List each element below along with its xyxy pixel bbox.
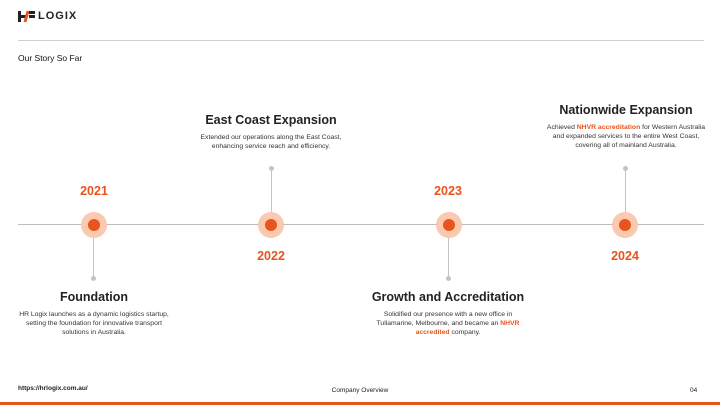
timeline-line — [18, 224, 704, 225]
timeline-stem-end-2023 — [446, 276, 451, 281]
timeline-node-2023 — [436, 212, 462, 238]
timeline-node-2024 — [612, 212, 638, 238]
logo-text: LOGIX — [38, 10, 78, 22]
footer-page-number: 04 — [690, 387, 698, 394]
timeline-node-2021 — [81, 212, 107, 238]
year-2023: 2023 — [434, 184, 462, 198]
footer-document-title: Company Overview — [331, 387, 389, 394]
milestone-card-growth: Growth and Accreditation Solidified our … — [368, 290, 528, 337]
year-2024: 2024 — [611, 249, 639, 263]
footer-accent-bar — [0, 402, 720, 405]
timeline-stem-2021 — [93, 238, 94, 278]
header-divider — [18, 40, 704, 41]
milestone-description: Extended our operations along the East C… — [200, 134, 342, 150]
milestone-title: Foundation — [59, 290, 129, 304]
year-2021: 2021 — [80, 184, 108, 198]
timeline-stem-2023 — [448, 238, 449, 278]
year-2022: 2022 — [257, 249, 285, 263]
footer-website-link[interactable]: https://hrlogix.com.au/ — [18, 385, 88, 392]
timeline-stem-end-2022 — [269, 166, 274, 171]
milestone-description: HR Logix launches as a dynamic logistics… — [19, 311, 169, 336]
page-subtitle: Our Story So Far — [18, 53, 83, 63]
nhvr-highlight: NHVR accredited — [415, 320, 520, 336]
timeline-stem-2022 — [271, 170, 272, 212]
timeline-node-2022 — [258, 212, 284, 238]
nhvr-highlight: NHVR accreditation — [576, 124, 641, 131]
hr-logo-mark-icon — [18, 10, 36, 22]
milestone-card-east-coast: East Coast Expansion Extended our operat… — [191, 113, 351, 151]
timeline-stem-2024 — [625, 170, 626, 212]
milestone-card-nationwide: Nationwide Expansion Achieved NHVR accre… — [546, 103, 706, 150]
hr-logix-logo: LOGIX — [18, 9, 77, 23]
milestone-title: East Coast Expansion — [205, 113, 337, 127]
timeline-stem-end-2024 — [623, 166, 628, 171]
milestone-title: Nationwide Expansion — [559, 103, 693, 117]
milestone-description: Solidified our presence with a new offic… — [376, 311, 520, 336]
milestone-title: Growth and Accreditation — [371, 290, 525, 304]
timeline-stem-end-2021 — [91, 276, 96, 281]
milestone-description: Achieved NHVR accreditation for Western … — [546, 124, 706, 149]
milestone-card-foundation: Foundation HR Logix launches as a dynami… — [14, 290, 174, 337]
